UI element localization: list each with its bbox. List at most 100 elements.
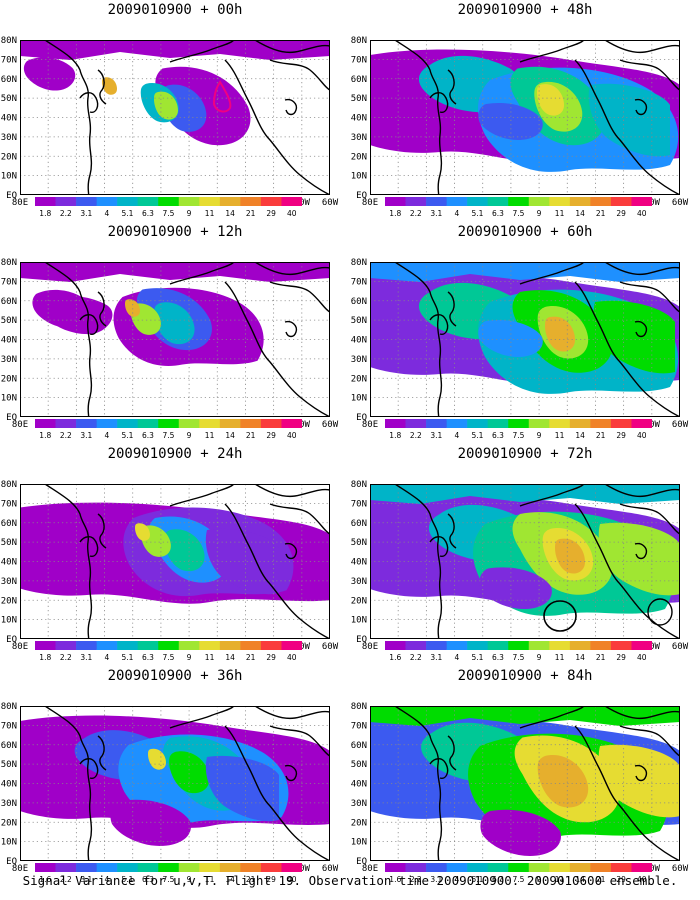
colorbar-label: 11	[205, 209, 215, 218]
latitude-label: 20N	[351, 152, 367, 162]
panel-title: 2009010900 + 12h	[107, 224, 243, 240]
longitude-label: 80W	[644, 864, 661, 874]
colorbar-swatch	[158, 863, 180, 872]
panel-title: 2009010900 + 60h	[457, 224, 593, 240]
colorbar-label: 11	[555, 209, 565, 218]
variance-contour	[45, 296, 113, 335]
latitude-label: 70N	[351, 277, 367, 287]
colorbar-swatch	[199, 419, 221, 428]
colorbar-swatch	[426, 419, 447, 428]
colorbar-label: 40	[637, 875, 647, 884]
variance-contour	[598, 744, 680, 818]
colorbar-swatch	[528, 641, 550, 650]
colorbar-label: 21	[596, 431, 606, 440]
colorbar-swatch	[405, 419, 427, 428]
longitude-label: 60W	[672, 864, 689, 874]
colorbar: 1.6 2.2 3.1 4 5.1 6.3 7.5 9 11 14 21 29 40	[385, 641, 653, 663]
colorbar-swatch	[569, 197, 591, 206]
longitude-label: 60W	[322, 420, 339, 430]
colorbar-swatch	[446, 863, 468, 872]
colorbar-swatch	[55, 419, 77, 428]
colorbar-label: 5.1	[121, 209, 133, 218]
colorbar-label: 9	[187, 875, 192, 884]
colorbar-swatch	[96, 863, 118, 872]
latitude-label: 10N	[351, 172, 367, 182]
colorbar-swatch	[240, 197, 262, 206]
colorbar-label: 11	[555, 431, 565, 440]
latitude-label: 20N	[351, 374, 367, 384]
latitude-label: 80N	[1, 702, 17, 712]
longitude-label: 80W	[644, 642, 661, 652]
colorbar-label: 14	[575, 875, 585, 884]
panel-title: 2009010900 + 48h	[457, 2, 593, 18]
colorbar-swatch	[35, 863, 56, 872]
colorbar-label: 40	[287, 653, 297, 662]
latitude-label: 10N	[1, 394, 17, 404]
colorbar-swatch	[281, 419, 303, 428]
colorbar-label: 11	[555, 875, 565, 884]
latitude-label: 80N	[351, 258, 367, 268]
colorbar-swatch	[446, 197, 468, 206]
colorbar-swatch	[117, 197, 138, 206]
colorbar-label: 7.5	[163, 653, 175, 662]
colorbar-label: 2.2	[60, 209, 72, 218]
colorbar-swatch	[590, 641, 612, 650]
colorbar-swatch	[487, 419, 509, 428]
panel-title: 2009010900 + 36h	[107, 668, 243, 684]
latitude-label: EQ	[6, 635, 17, 645]
map-60h: 80N70N60N50N40N30N20N10NEQ80E100E120E140…	[351, 258, 689, 430]
colorbar-label: 4	[104, 653, 109, 662]
colorbar-swatch	[487, 197, 509, 206]
latitude-label: 50N	[1, 538, 17, 548]
colorbar-swatch	[467, 419, 488, 428]
colorbar-swatch	[610, 641, 632, 650]
colorbar-label: 7.5	[163, 431, 175, 440]
longitude-label: 60W	[322, 642, 339, 652]
colorbar-swatch	[508, 863, 530, 872]
colorbar-label: 1.6	[389, 653, 401, 662]
colorbar-label: 2.2	[410, 209, 422, 218]
colorbar-swatch	[178, 641, 200, 650]
latitude-label: EQ	[6, 413, 17, 423]
colorbar-label: 29	[616, 653, 626, 662]
colorbar-swatch	[569, 419, 591, 428]
colorbar-label: 29	[616, 431, 626, 440]
colorbar-swatch	[137, 419, 159, 428]
colorbar-label: 2.2	[60, 653, 72, 662]
variance-map: 80N70N60N50N40N30N20N10NEQ80E100E120E140…	[351, 36, 689, 208]
latitude-label: 80N	[1, 258, 17, 268]
latitude-label: 70N	[1, 721, 17, 731]
longitude-label: 80W	[294, 420, 311, 430]
latitude-label: 30N	[1, 799, 17, 809]
latitude-label: 20N	[1, 818, 17, 828]
variance-contour	[480, 809, 561, 856]
colorbar-swatch	[590, 419, 612, 428]
variance-contour	[154, 302, 195, 345]
variance-contour	[148, 748, 166, 770]
colorbar-label: 21	[596, 653, 606, 662]
colorbar-swatch	[426, 641, 447, 650]
latitude-label: 80N	[351, 702, 367, 712]
variance-contour	[135, 523, 150, 541]
colorbar-label: 9	[187, 209, 192, 218]
colorbar-swatch	[199, 197, 221, 206]
colorbar-swatch	[281, 641, 303, 650]
colorbar-swatch	[158, 419, 180, 428]
colorbar-swatch	[385, 197, 406, 206]
colorbar: 1.8 2.2 3.1 4 5.1 6.3 7.5 9 11 14 21 29 40	[35, 419, 303, 441]
panel-12h: 2009010900 + 12h 80N 70N 60N 50N 40N 30N 20N 10…	[0, 222, 350, 444]
colorbar-label: 1.8	[389, 431, 401, 440]
longitude-label: 80E	[12, 864, 28, 874]
figure-caption: Signal Variance for u,v,T. Flight 19. Ob…	[22, 873, 678, 888]
colorbar-label: 3.1	[80, 209, 92, 218]
latitude-label: 50N	[1, 316, 17, 326]
colorbar-swatch	[528, 419, 550, 428]
map-36h: 80N70N60N50N40N30N20N10NEQ80E100E120E140…	[1, 702, 339, 874]
colorbar-label: 7.5	[163, 875, 175, 884]
panel-title: 2009010900 + 00h	[107, 2, 243, 18]
colorbar-swatch	[467, 863, 488, 872]
latitude-label: 80N	[1, 480, 17, 490]
colorbar-label: 1.8	[39, 653, 51, 662]
longitude-label: 80E	[362, 642, 378, 652]
colorbar-label: 2.2	[60, 875, 72, 884]
